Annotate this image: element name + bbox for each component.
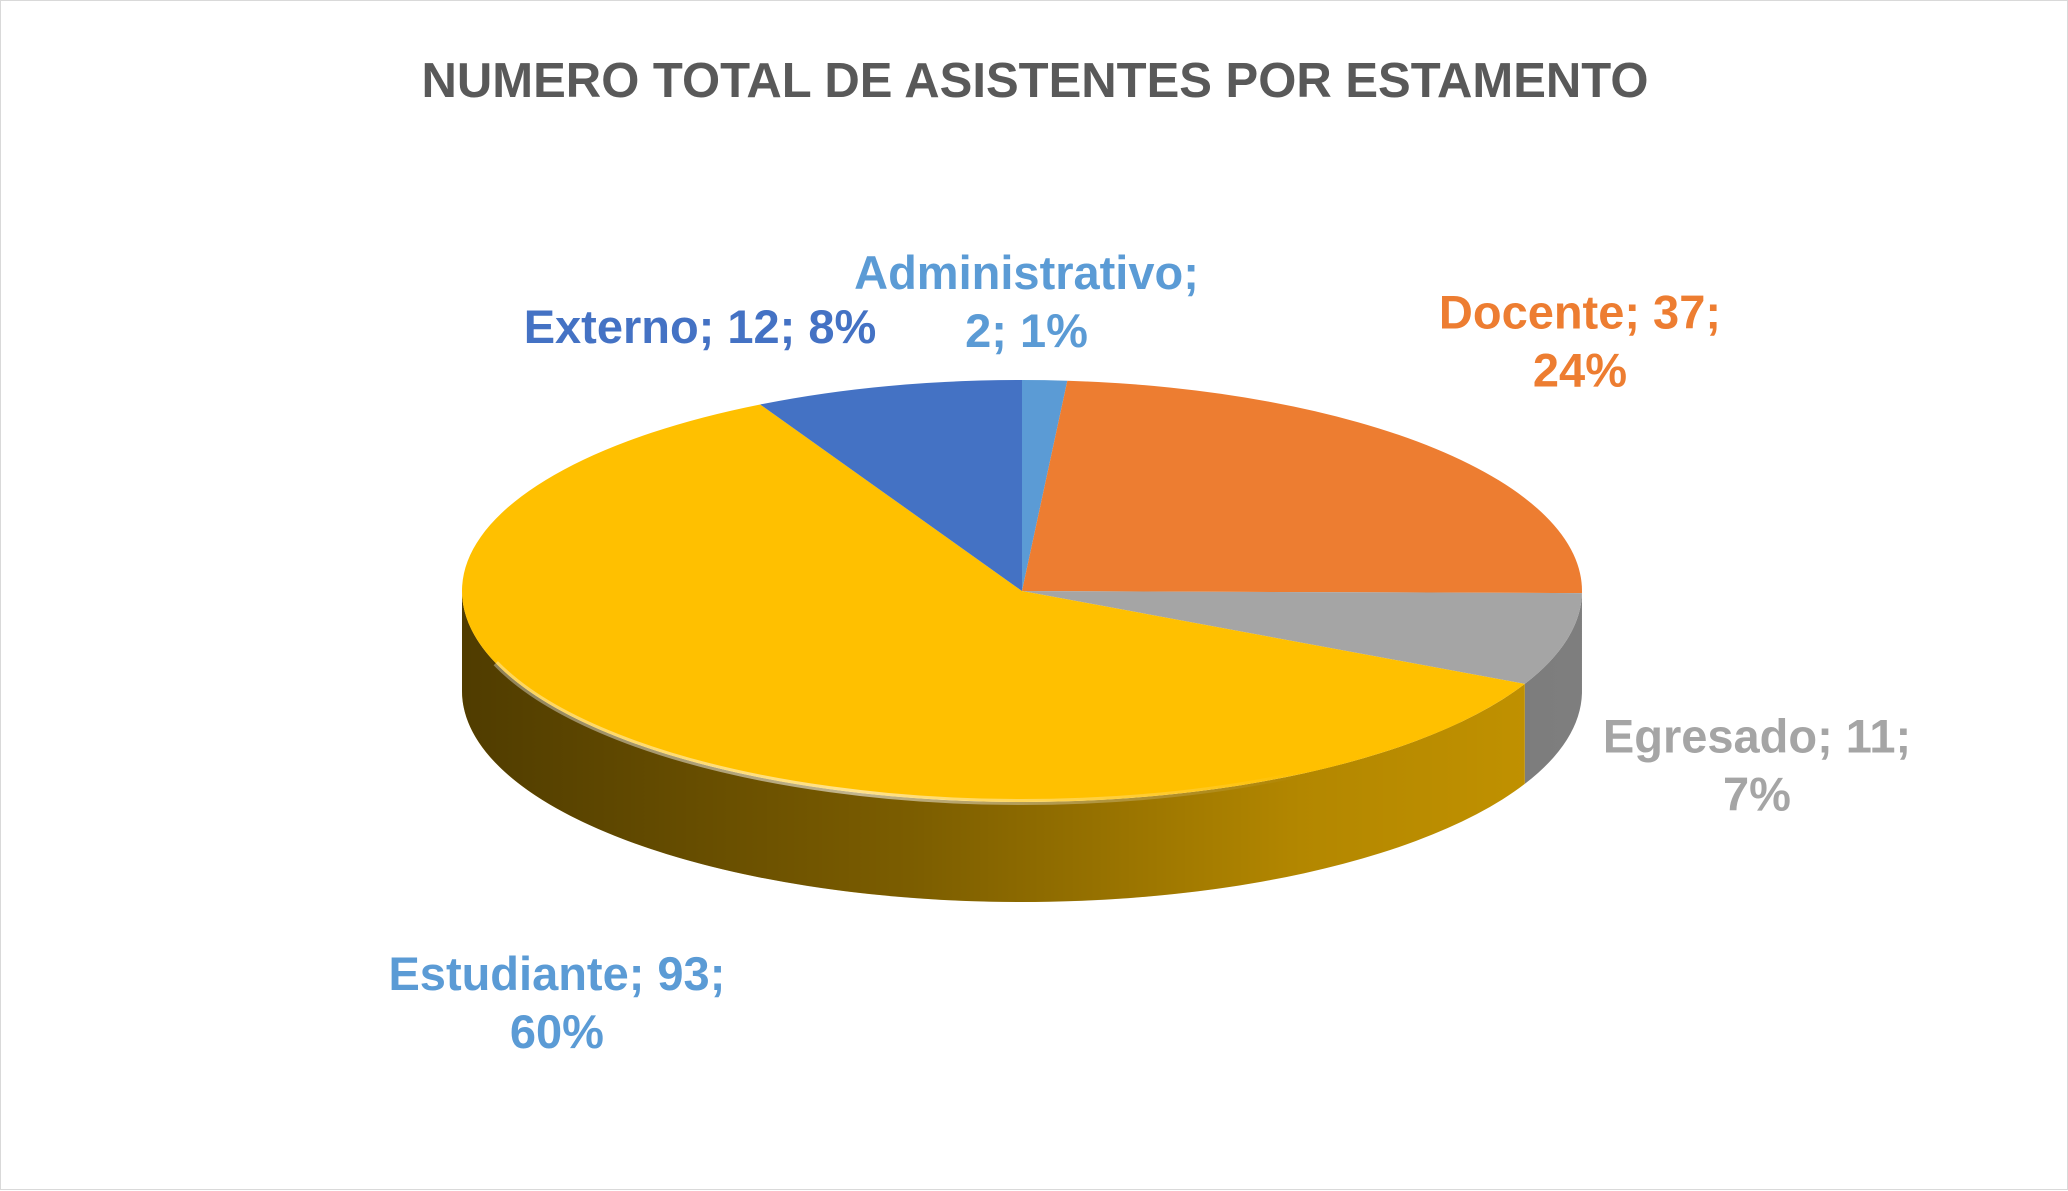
data-label-line: Administrativo;: [854, 246, 1199, 299]
data-label-docente: Docente; 37;24%: [1439, 286, 1721, 397]
data-label-line: 7%: [1723, 768, 1791, 821]
data-label-estudiante: Estudiante; 93;60%: [388, 947, 725, 1058]
data-label-line: Externo; 12; 8%: [524, 300, 877, 353]
pie-slices: [462, 380, 1582, 802]
data-label-line: Egresado; 11;: [1603, 710, 1911, 763]
data-label-egresado: Egresado; 11;7%: [1603, 710, 1911, 821]
data-label-line: Estudiante; 93;: [388, 947, 725, 1000]
data-label-externo: Externo; 12; 8%: [524, 300, 877, 353]
data-label-line: 24%: [1533, 344, 1627, 397]
data-label-line: 2; 1%: [965, 304, 1088, 357]
data-label-line: 60%: [510, 1005, 604, 1058]
data-label-line: Docente; 37;: [1439, 286, 1721, 339]
chart-title: NUMERO TOTAL DE ASISTENTES POR ESTAMENTO: [422, 54, 1649, 108]
data-label-administrativo: Administrativo;2; 1%: [854, 246, 1199, 357]
pie-slice-docente: [1022, 381, 1582, 593]
